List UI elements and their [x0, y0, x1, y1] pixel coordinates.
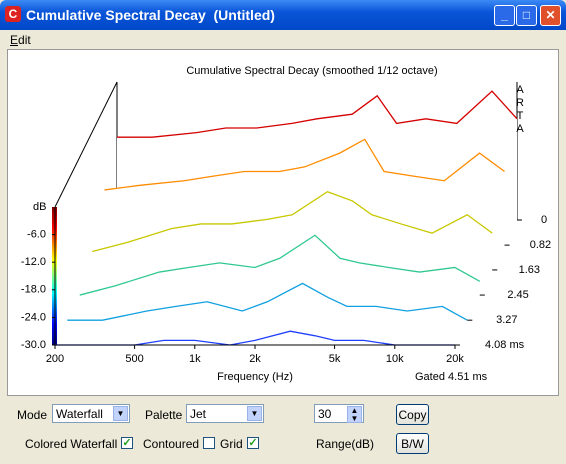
y-tick-label: -6.0 [27, 229, 46, 241]
x-tick-label: 20k [446, 353, 464, 365]
title-bar: C Cumulative Spectral Decay (Untitled) _… [0, 0, 566, 30]
chart-title: Cumulative Spectral Decay (smoothed 1/12… [186, 65, 437, 77]
frame-line [54, 81, 118, 208]
decay-slice [104, 138, 505, 191]
x-tick-label: 10k [386, 353, 404, 365]
z-tick-label: 0.82 [530, 239, 551, 251]
z-tick-label: 0 [541, 214, 547, 226]
checkbox[interactable]: ✓ [121, 437, 133, 449]
minimize-button[interactable]: _ [494, 5, 515, 26]
x-tick-label: 200 [46, 353, 64, 365]
app-icon: C [5, 6, 21, 22]
maximize-button[interactable]: □ [516, 5, 537, 26]
gate-label: Gated 4.51 ms [415, 371, 488, 383]
z-tick-label: 2.45 [507, 289, 528, 301]
decay-slice [67, 282, 468, 321]
decay-slice [92, 191, 493, 253]
palette-select[interactable]: Jet ▼ [186, 404, 264, 423]
checkbox-label: Colored Waterfall [25, 437, 118, 451]
decay-slice [117, 90, 518, 138]
checkbox-label: Grid [220, 437, 243, 451]
mode-value: Waterfall [56, 407, 103, 421]
decay-slice [79, 234, 481, 296]
y-tick-label: -12.0 [21, 256, 46, 268]
slice-fill [79, 235, 480, 296]
range-spinner[interactable]: 30 ▲ ▼ [314, 404, 364, 423]
y-axis-label: dB [33, 201, 46, 213]
checkbox[interactable] [203, 437, 215, 449]
y-tick-label: -24.0 [21, 311, 46, 323]
bw-button[interactable]: B/W [396, 433, 429, 454]
palette-label: Palette [145, 408, 183, 422]
close-button[interactable]: ✕ [540, 5, 561, 26]
x-axis-label: Frequency (Hz) [217, 371, 293, 383]
mode-select[interactable]: Waterfall ▼ [52, 404, 130, 423]
x-tick-label: 5k [329, 353, 341, 365]
window-title: Cumulative Spectral Decay (Untitled) [26, 7, 275, 23]
y-tick-label: -30.0 [21, 339, 46, 351]
brand: ARTA [514, 84, 526, 136]
x-tick-label: 2k [249, 353, 261, 365]
mode-label: Mode [17, 408, 48, 422]
x-tick-label: 500 [125, 353, 143, 365]
range-value: 30 [318, 407, 332, 421]
z-tick-label: 3.27 [496, 314, 517, 326]
checkbox[interactable]: ✓ [247, 437, 259, 449]
copy-button[interactable]: Copy [396, 404, 429, 425]
x-tick-label: 1k [189, 353, 201, 365]
y-tick-label: -18.0 [21, 284, 46, 296]
chart: Cumulative Spectral Decay (smoothed 1/12… [21, 65, 551, 383]
z-tick-label: 1.63 [519, 264, 540, 276]
z-tick-label: 4.08 ms [485, 339, 525, 351]
decay-slice [55, 330, 455, 346]
menu-item[interactable]: Edit [10, 33, 31, 47]
slice-fill [104, 139, 505, 246]
slice-fill [92, 191, 493, 270]
slice-fill [55, 331, 455, 345]
range-label: Range(dB) [316, 437, 375, 451]
palette-value: Jet [190, 407, 207, 421]
checkbox-label: Contoured [143, 437, 200, 451]
